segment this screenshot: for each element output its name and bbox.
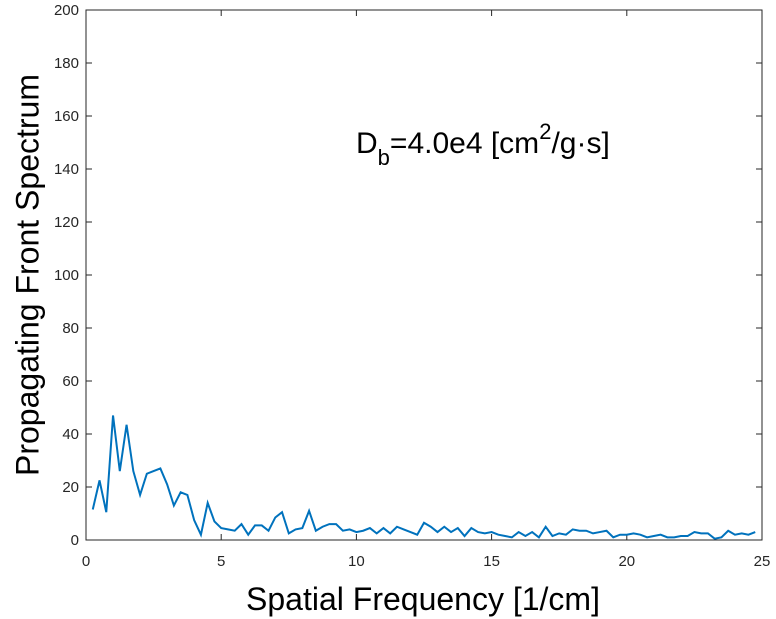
annotation-subscript: b <box>378 145 390 170</box>
annotation-text: =4.0e4 [cm <box>390 127 539 160</box>
x-tick-label: 0 <box>82 553 90 570</box>
annotation-text: D <box>356 127 378 160</box>
y-tick-label: 100 <box>54 267 79 284</box>
y-tick-label: 140 <box>54 161 79 178</box>
x-axis-label: Spatial Frequency [1/cm] <box>246 581 600 617</box>
plot-area <box>85 9 763 541</box>
y-tick-label: 200 <box>54 2 79 19</box>
y-tick-label: 60 <box>62 373 79 390</box>
y-tick-label: 180 <box>54 55 79 72</box>
y-tick-label: 160 <box>54 108 79 125</box>
y-axis-label: Propagating Front Spectrum <box>9 74 45 476</box>
y-tick-label: 40 <box>62 426 79 443</box>
annotation-text: /g·s] <box>551 127 609 160</box>
y-tick-label: 120 <box>54 214 79 231</box>
annotation: Db=4.0e4 [cm2/g·s] <box>356 119 610 170</box>
x-tick-label: 25 <box>754 553 771 570</box>
annotation-superscript: 2 <box>539 119 551 144</box>
x-tick-label: 20 <box>618 553 635 570</box>
data-line <box>91 415 756 540</box>
y-tick-label: 0 <box>71 532 79 549</box>
x-tick-label: 5 <box>217 553 225 570</box>
x-tick-label: 10 <box>348 553 365 570</box>
y-tick-label: 20 <box>62 479 79 496</box>
x-tick-label: 15 <box>483 553 500 570</box>
y-tick-label: 80 <box>62 320 79 337</box>
